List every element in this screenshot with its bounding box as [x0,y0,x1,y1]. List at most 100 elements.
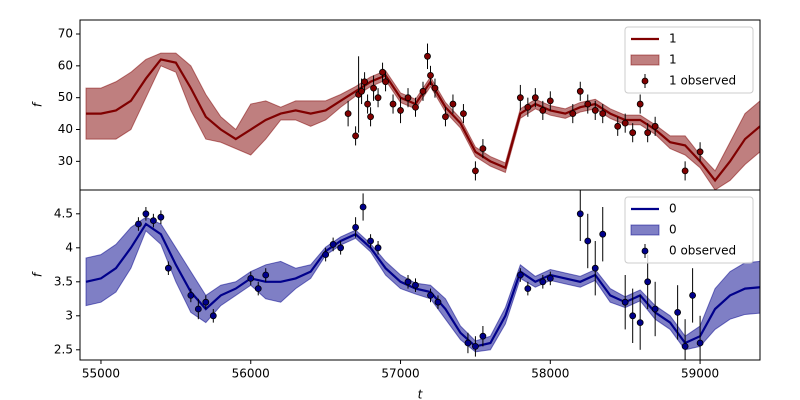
observed-point [431,84,439,92]
observed-point [621,298,629,306]
observed-point [479,332,487,340]
observed-point [472,167,479,175]
observed-point [689,291,696,299]
y-tick-label: 70 [58,27,73,41]
observed-point [591,264,599,272]
observed-point [379,68,386,76]
observed-point [651,122,659,130]
observed-point [644,129,652,137]
observed-point [419,87,427,95]
plot-area [85,190,760,360]
observed-point [569,110,577,117]
observed-point [361,78,368,86]
observed-point [352,132,359,140]
legend-label: 1 [669,53,677,67]
observed-point [621,119,629,127]
observed-point [322,251,330,259]
observed-point [651,305,659,313]
x-axis-label: t [418,388,424,400]
observed-point [629,129,637,137]
observed-point [364,100,371,108]
observed-point [599,110,607,117]
observed-point [681,167,689,175]
legend-patch [630,54,660,66]
observed-point [329,240,337,248]
observed-point [374,94,382,102]
observed-point [460,110,467,117]
observed-point [352,223,359,231]
observed-point [599,230,607,238]
axes-frame [79,189,761,361]
legend-patch [630,224,660,236]
y-axis-label: f [31,101,45,107]
observed-point [584,237,592,245]
observed-point [479,145,487,153]
observed-point [135,220,142,228]
observed-point [404,278,412,286]
y-tick-label: 50 [58,90,73,104]
observed-point [397,107,404,114]
observed-point [389,100,397,108]
observed-point [442,113,449,121]
legend-box [624,196,754,264]
x-tick-label: 57000 [381,367,419,381]
legend-label: 1 [669,32,677,46]
y-tick-label: 60 [58,58,73,72]
observed-point [516,271,524,279]
observed-point [584,100,592,108]
legend-marker [641,77,649,85]
legend-label: 0 [669,223,677,237]
observed-point [337,244,345,252]
observed-point [524,103,532,111]
legend-label: 0 observed [669,244,736,258]
observed-point [539,278,547,286]
observed-point [359,203,367,211]
observed-point [254,285,262,293]
observed-point [636,100,644,108]
observed-point [424,52,431,60]
observed-point [524,285,532,293]
observed-point [209,312,217,320]
observed-point [531,94,539,102]
observed-point [367,113,374,121]
observed-point [358,87,365,95]
y-tick-label: 30 [58,154,73,168]
plot-area [85,43,760,190]
observed-point [576,210,584,218]
observed-point [412,103,419,111]
observed-point [614,122,622,130]
observed-point [374,244,382,252]
observed-point [370,84,377,92]
observed-point [247,274,255,282]
observed-point [382,78,389,86]
legend-label: 0 [669,202,677,216]
y-tick-label: 40 [58,122,73,136]
observed-point [591,107,599,114]
observed-point [696,148,704,156]
y-tick-label: 4 [65,240,73,254]
observed-point [516,94,524,102]
observed-point [404,94,412,102]
legend-label: 1 observed [669,74,736,88]
observed-point [262,271,270,279]
x-tick-label: 55000 [82,367,120,381]
observed-point [367,237,374,245]
observed-point [696,339,704,347]
y-tick-label: 3.5 [54,274,73,288]
observed-point [194,305,202,313]
observed-point [202,298,210,306]
observed-point [636,319,644,327]
observed-point [157,213,165,221]
observed-point [681,342,689,350]
legend-box [624,26,754,94]
observed-point [546,97,554,105]
observed-point [629,312,637,320]
y-tick-label: 2.5 [54,342,73,356]
observed-point [412,281,419,289]
y-tick-label: 3 [65,308,73,322]
x-tick-label: 59000 [681,367,719,381]
confidence-band [85,216,760,353]
observed-point [464,339,472,347]
observed-point [164,264,172,272]
